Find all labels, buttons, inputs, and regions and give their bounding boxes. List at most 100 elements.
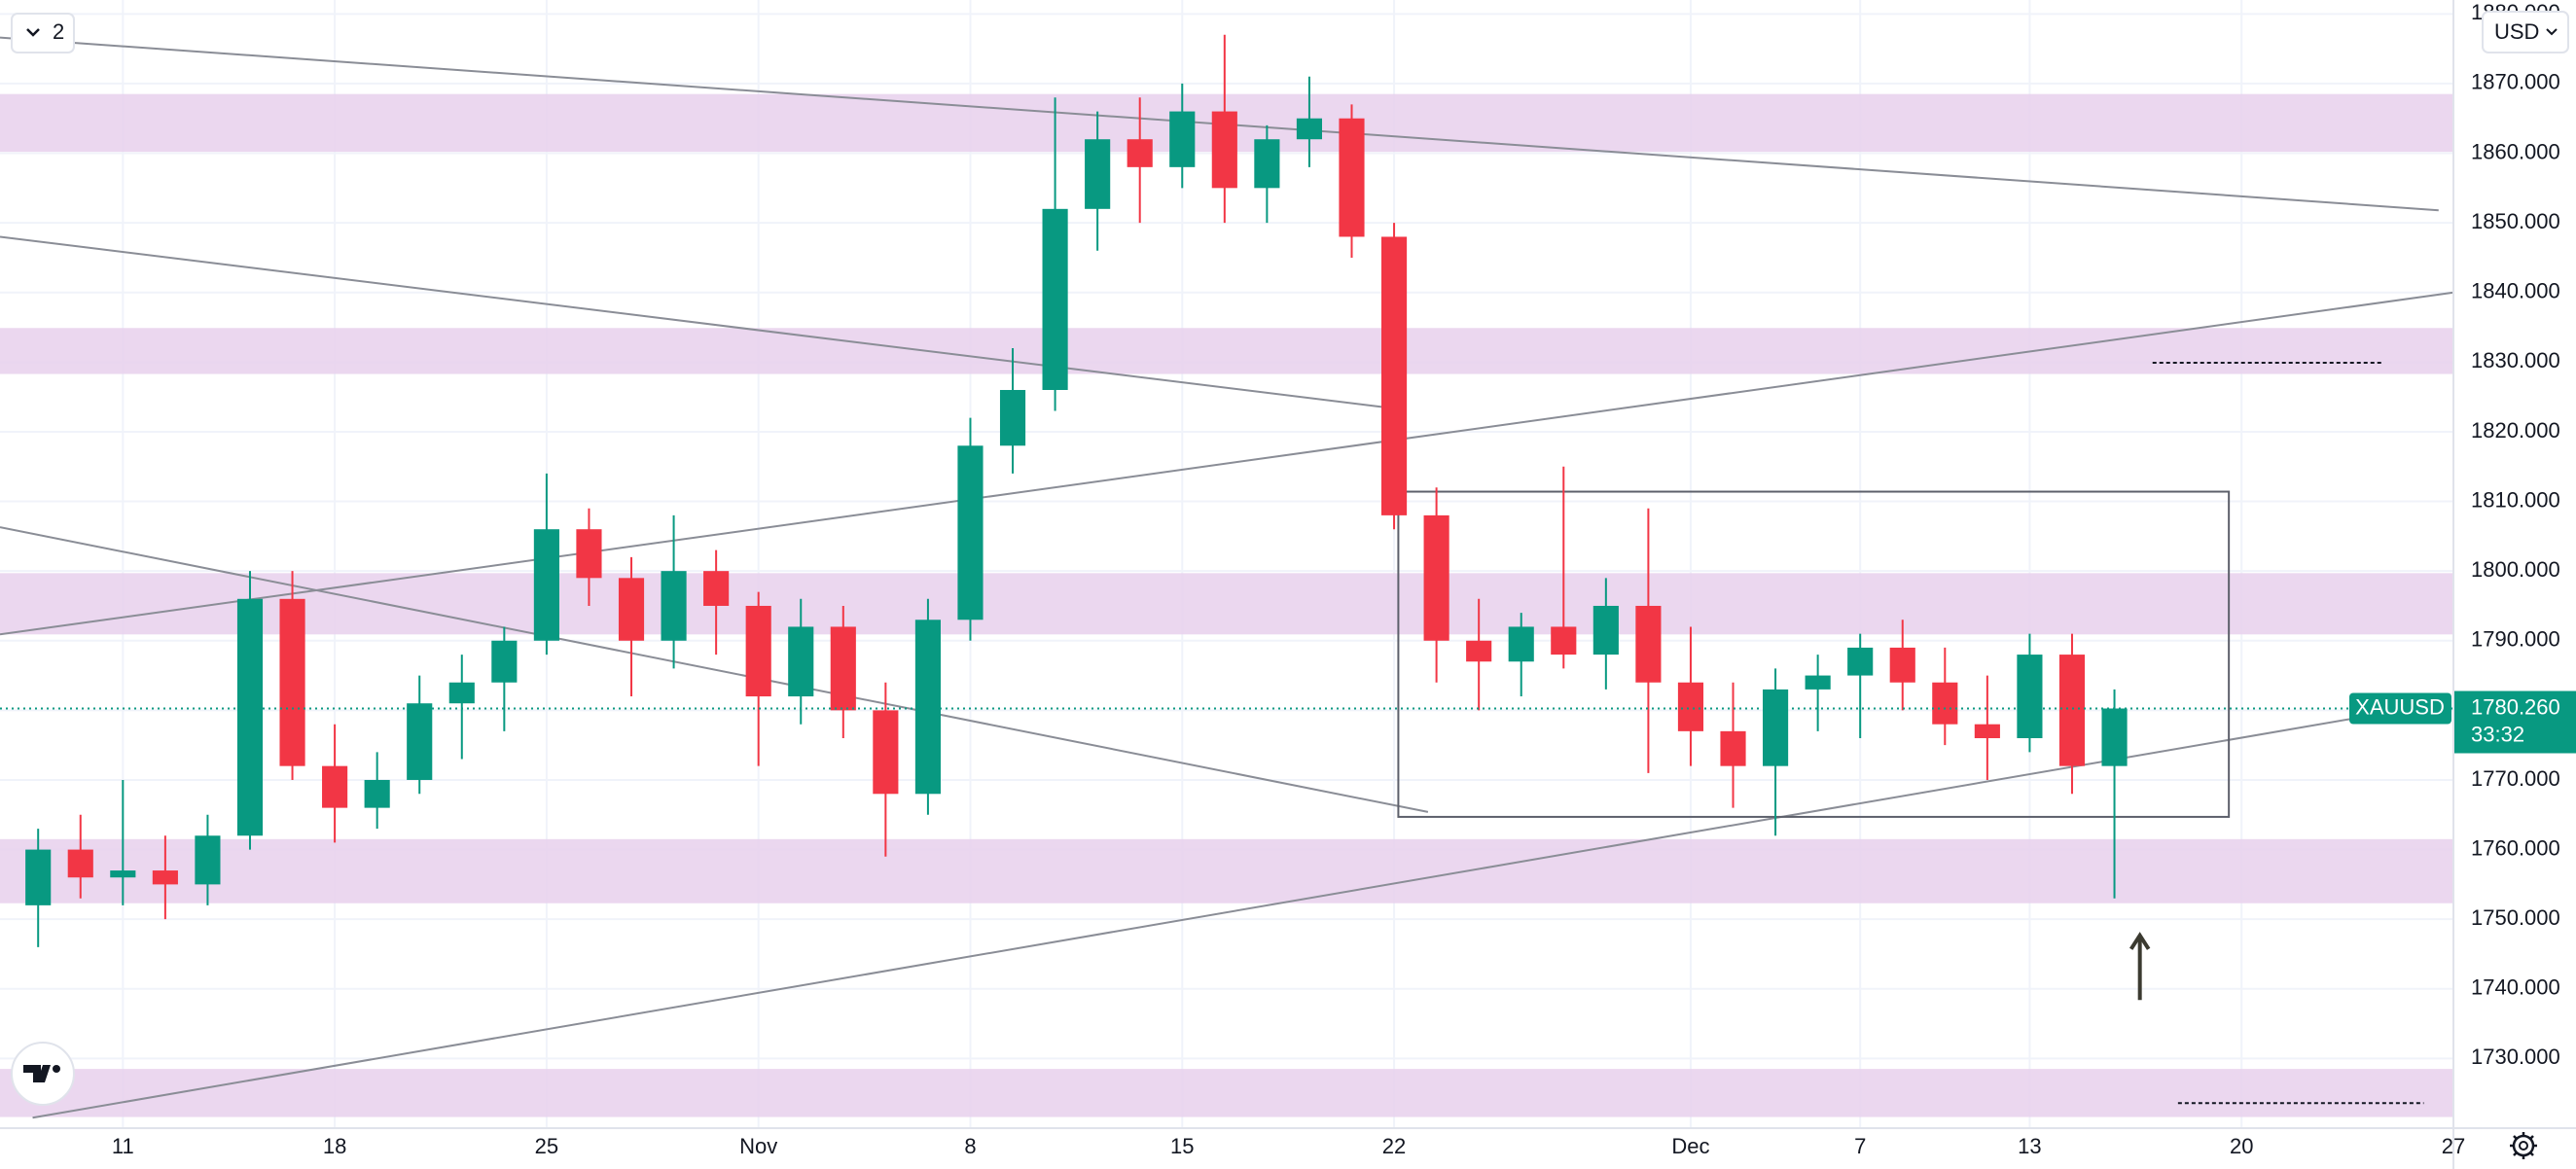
symbol-label: XAUUSD [2355,694,2445,719]
zone [0,573,2453,635]
button-frame [2482,11,2569,53]
candle-body [1339,118,1365,237]
candle-body [67,849,93,878]
candle-body [364,779,390,808]
y-tick-label: 1730.000 [2471,1045,2560,1069]
candle-body [110,870,136,878]
layouts-button[interactable]: 2 [11,13,75,53]
candle-body [1805,675,1831,690]
x-tick-label: 7 [1854,1134,1866,1158]
candle-body [2017,655,2043,739]
arrow-head [2129,932,2151,950]
candle-body [152,870,178,885]
y-tick-label: 1740.000 [2471,975,2560,1000]
logo-mark [23,1065,51,1082]
candle-body [279,598,305,766]
trendline [0,291,2454,636]
candle-body [830,626,856,711]
gear-teeth [2510,1132,2537,1159]
candle-body [1169,111,1196,167]
y-tick-label: 1770.000 [2471,766,2560,791]
candle-body [1592,605,1619,655]
y-tick-label: 1790.000 [2471,627,2560,652]
symbol-tag [2349,692,2451,725]
candle-body [1635,605,1662,683]
range-box [1397,490,2231,818]
y-tick-label: 1860.000 [2471,139,2560,163]
y-tick-label: 1870.000 [2471,70,2560,94]
candle-body [1380,236,1408,515]
candle-body [1085,139,1111,209]
candle-body [1847,647,1874,676]
candle-body [1720,730,1746,766]
x-tick-label: 22 [1382,1134,1406,1158]
y-tick-label: 1820.000 [2471,418,2560,443]
candle-body [195,835,221,885]
x-tick-label: 8 [964,1134,976,1158]
candle-body [1423,514,1449,641]
zone [0,838,2453,903]
candle-body [1551,626,1577,655]
settings-button[interactable] [2510,1132,2537,1159]
logo[interactable] [11,1042,75,1106]
candle-body [745,605,771,697]
y-tick-label: 1830.000 [2471,348,2560,372]
candle-body [703,571,730,606]
candle-body [1974,724,2000,739]
y-tick-label: 1760.000 [2471,835,2560,860]
chevron-icon [2546,28,2558,36]
button-frame [11,13,75,53]
logo-dot [53,1065,60,1073]
candle-body [2101,708,2128,766]
candle-body [576,529,602,579]
candle-body [661,571,687,641]
candle-body [1211,111,1237,189]
candle-body [1932,682,1958,725]
last-price-box [2454,691,2576,754]
trendline [0,235,1386,408]
candle-body [957,445,984,620]
zone [0,328,2453,374]
x-tick-label: Nov [739,1134,777,1158]
y-tick-label: 1850.000 [2471,209,2560,233]
x-tick-label: Dec [1671,1134,1709,1158]
candle-body [1763,689,1789,766]
candle-body [1254,139,1280,189]
x-tick-label: 27 [2442,1134,2465,1158]
y-tick-label: 1840.000 [2471,279,2560,303]
candle-body [407,703,433,780]
candle-body [1889,647,1915,683]
candle-body [491,640,518,683]
candle-body [999,389,1026,446]
candle-body [1508,626,1534,662]
currency-button[interactable]: USD [2482,11,2569,53]
candle-body [533,529,559,641]
zone [0,1069,2453,1117]
candle-body [1296,118,1323,140]
trendline [32,715,2365,1119]
y-tick-label: 1800.000 [2471,557,2560,582]
countdown-label: 33:32 [2471,722,2524,746]
x-tick-label: 20 [2230,1134,2253,1158]
chevron-icon [26,28,40,37]
candle-body [2058,655,2086,766]
y-tick-label: 1750.000 [2471,905,2560,930]
candle-body [236,598,264,836]
candle-body [1127,139,1153,167]
x-tick-label: 15 [1170,1134,1194,1158]
candle-body [448,682,475,704]
x-tick-label: 11 [112,1134,134,1158]
x-tick-label: 13 [2018,1134,2041,1158]
candle-body [873,710,899,795]
layouts-count: 2 [53,19,64,44]
candle-body [788,626,814,697]
candle-body [1466,640,1492,662]
last-price-label: 1780.260 [2471,694,2560,719]
candle-body [618,578,645,641]
trendline [0,526,1429,813]
candle-body [322,765,348,808]
candle-body [1042,208,1068,390]
y-tick-label: 1810.000 [2471,487,2560,512]
